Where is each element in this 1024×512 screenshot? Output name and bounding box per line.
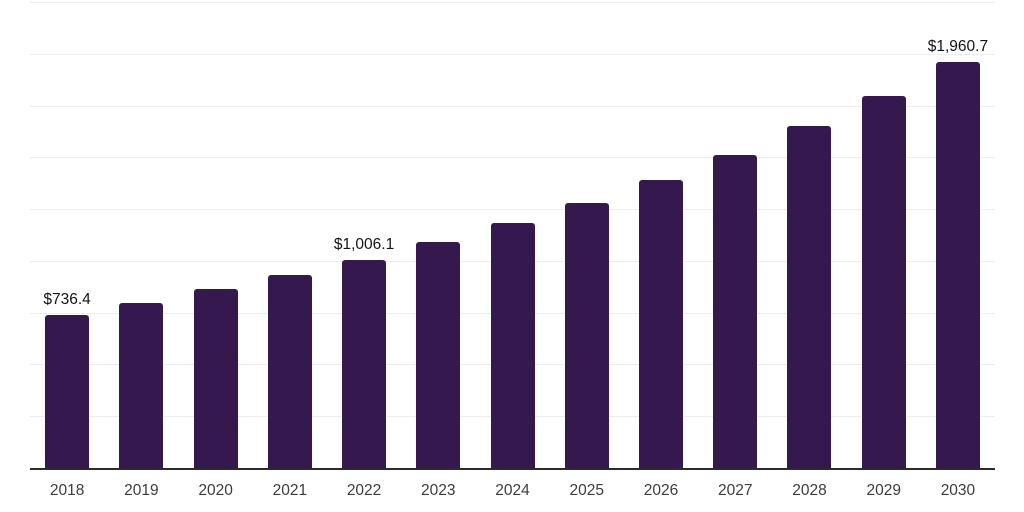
gridline [30, 209, 995, 211]
bar-slot-2030: $1,960.7 [921, 2, 995, 468]
gridline [30, 105, 995, 107]
x-tick-2024: 2024 [495, 482, 530, 499]
bar-slot-2023 [401, 2, 475, 468]
x-tick-2028: 2028 [792, 482, 827, 499]
bar-slot-2021 [253, 2, 327, 468]
bar-2028[interactable] [787, 126, 832, 468]
bar-value-label-2022: $1,006.1 [333, 235, 395, 253]
x-tick-2027: 2027 [717, 482, 753, 499]
bar-slot-2026 [624, 2, 698, 468]
bar-slot-2025 [550, 2, 624, 468]
bars-container: $736.4 $1,006.1 $1,960.7 [30, 2, 995, 468]
x-tick-2018: 2018 [49, 482, 85, 499]
bar-slot-2029 [847, 2, 921, 468]
gridline [30, 2, 995, 3]
bar-slot-2024 [475, 2, 549, 468]
x-tick-2021: 2021 [272, 482, 308, 499]
bar-2020[interactable] [193, 288, 238, 468]
bar-2021[interactable] [267, 275, 312, 468]
x-tick-2025: 2025 [569, 482, 604, 499]
x-tick-2022: 2022 [346, 482, 382, 499]
bar-2030[interactable]: $1,960.7 [928, 38, 988, 468]
gridline [30, 53, 995, 55]
bar-2018[interactable]: $736.4 [43, 291, 91, 468]
x-tick-2019: 2019 [124, 482, 159, 499]
bar-slot-2028 [772, 2, 846, 468]
plot-area: $736.4 $1,006.1 $1,960.7 [30, 2, 995, 470]
bar-2019[interactable] [119, 302, 164, 468]
bar-slot-2019 [104, 2, 178, 468]
bar-2025[interactable] [564, 202, 609, 468]
x-tick-2030: 2030 [940, 482, 976, 499]
x-axis-tick-labels: 2018 2019 2020 2021 2022 2023 2024 2025 2026 2027… [30, 482, 995, 500]
gridline [30, 157, 995, 159]
bar-2027[interactable] [713, 154, 758, 468]
bar-value-label-2018: $736.4 [43, 291, 91, 309]
bar-slot-2020 [178, 2, 252, 468]
bar-slot-2027 [698, 2, 772, 468]
bar-2022[interactable]: $1,006.1 [334, 236, 394, 468]
bar-2023[interactable] [416, 242, 461, 468]
bar-slot-2022: $1,006.1 [327, 2, 401, 468]
bar-value-label-2030: $1,960.7 [927, 37, 989, 55]
bar-2029[interactable] [861, 96, 906, 468]
bar-2024[interactable] [490, 222, 535, 468]
x-tick-2029: 2029 [866, 482, 901, 499]
x-tick-2026: 2026 [643, 482, 679, 499]
bar-slot-2018: $736.4 [30, 2, 104, 468]
bar-2026[interactable] [638, 179, 683, 468]
x-tick-2020: 2020 [198, 482, 233, 499]
x-tick-2023: 2023 [421, 482, 456, 499]
